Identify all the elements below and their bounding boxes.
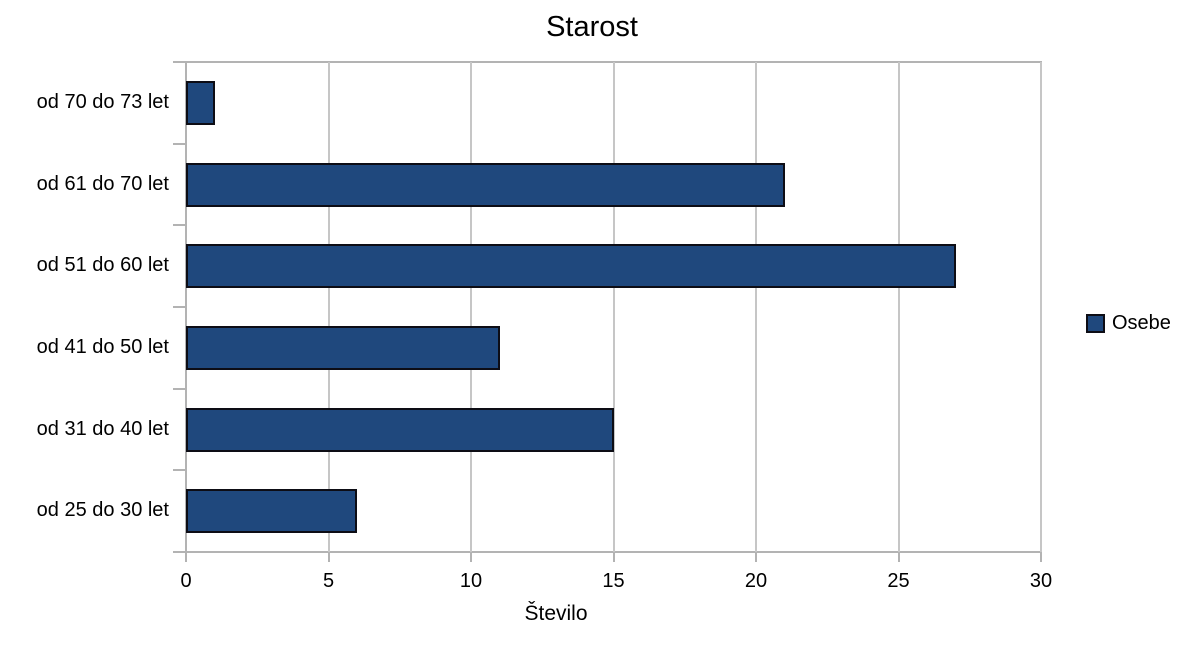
x-axis-tick-10 <box>470 552 472 562</box>
chart-title: Starost <box>546 11 638 43</box>
y-category-label: od 70 do 73 let <box>36 91 169 113</box>
plot-area: 0 5 10 15 20 25 30 <box>173 61 1052 592</box>
x-axis-tick-15 <box>612 552 615 562</box>
bar <box>186 244 956 289</box>
y-axis-tick-4 <box>173 388 185 390</box>
gridline-x-30 <box>1040 62 1042 552</box>
x-tick-label-20: 20 <box>744 570 768 592</box>
bar <box>186 80 215 125</box>
y-axis-tick-0 <box>173 61 185 63</box>
x-tick-label-10: 10 <box>459 570 483 592</box>
y-category-label: od 51 do 60 let <box>36 254 169 277</box>
gridline-x-20 <box>755 62 757 552</box>
x-axis-title: Število <box>524 602 588 625</box>
x-tick-label-30: 30 <box>1029 570 1053 592</box>
x-axis-tick-25 <box>897 552 900 562</box>
y-category-label: od 25 do 30 let <box>36 499 169 522</box>
bar <box>186 489 357 534</box>
bar <box>186 407 614 452</box>
gridline-x-10 <box>470 62 472 552</box>
x-tick-label-15: 15 <box>602 570 625 592</box>
gridline-x-15 <box>612 62 615 552</box>
x-axis-tick-20 <box>755 552 757 562</box>
y-axis-tick-5 <box>173 469 185 471</box>
x-tick-label-0: 0 <box>180 570 192 592</box>
y-axis-tick-3 <box>173 306 185 308</box>
x-axis-tick-30 <box>1040 552 1042 562</box>
gridline-x-5 <box>327 62 330 552</box>
x-tick-label-5: 5 <box>322 570 335 592</box>
gridline-x-25 <box>897 62 900 552</box>
y-category-label: od 41 do 50 let <box>36 336 169 358</box>
bar <box>186 162 785 207</box>
x-tick-label-25: 25 <box>887 570 910 592</box>
y-category-label: od 61 do 70 let <box>36 172 169 195</box>
y-axis-line <box>185 62 187 552</box>
x-axis-tick-5 <box>327 552 330 562</box>
bar <box>186 325 500 370</box>
x-axis-tick-0 <box>185 552 187 562</box>
y-category-label: od 31 do 40 let <box>36 417 169 440</box>
y-axis-tick-1 <box>173 143 185 145</box>
y-axis-category-labels: od 70 do 73 let od 61 do 70 let od 51 do 6… <box>0 62 169 552</box>
y-axis-tick-2 <box>173 224 185 226</box>
legend: Osebe <box>1086 312 1171 335</box>
legend-series-label: Osebe <box>1112 312 1171 334</box>
y-axis-tick-6 <box>173 551 185 553</box>
legend-color-swatch <box>1086 314 1105 333</box>
